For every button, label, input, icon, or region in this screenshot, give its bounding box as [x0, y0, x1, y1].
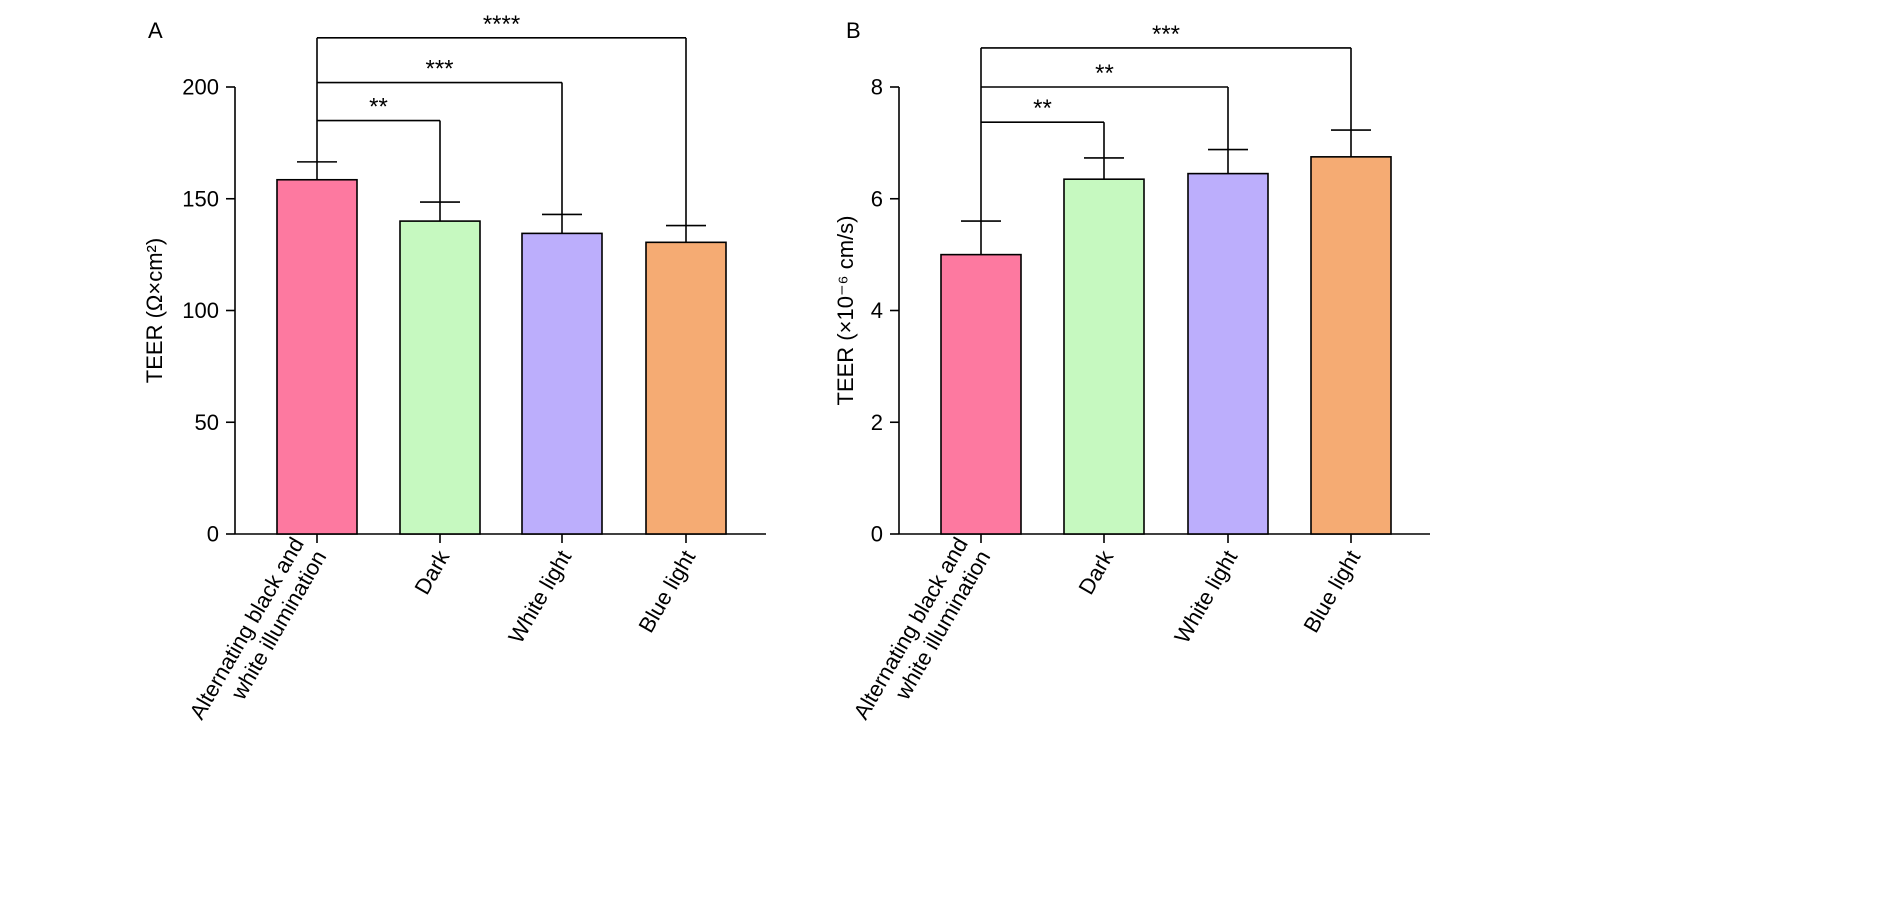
- x-category-label-line: Blue light: [633, 546, 700, 637]
- x-category-label: Alternating black andwhite illumination: [184, 533, 331, 736]
- x-category-label: White light: [503, 546, 576, 647]
- y-tick-label: 4: [871, 298, 883, 323]
- y-tick-label: 200: [182, 75, 219, 100]
- y-tick-label: 2: [871, 410, 883, 435]
- x-category-label: Blue light: [633, 546, 700, 637]
- panel-label: B: [846, 18, 861, 43]
- bar-1: [940, 253, 1022, 535]
- y-tick-label: 0: [207, 522, 219, 547]
- significance-label: ****: [483, 11, 520, 38]
- y-tick-label: 150: [182, 186, 219, 211]
- bar-3: [1187, 172, 1269, 535]
- significance-label: **: [1095, 60, 1114, 87]
- bar-3: [521, 232, 603, 535]
- y-tick-label: 0: [871, 522, 883, 547]
- y-axis-label: TEER (×10⁻⁶ cm/s): [833, 216, 858, 406]
- significance-label: **: [1033, 95, 1052, 122]
- x-category-label-line: Blue light: [1298, 546, 1365, 637]
- bar-4: [645, 241, 727, 535]
- panel-b: B 0 2 4 6 8 TEER (×10⁻⁶ cm/s) Alternating black…: [833, 18, 1430, 736]
- panel-label: A: [148, 18, 163, 43]
- y-tick-label: 50: [195, 410, 219, 435]
- x-category-label: White light: [1169, 546, 1242, 647]
- significance-label: **: [369, 94, 388, 121]
- x-category-label-line: White light: [1169, 546, 1242, 647]
- x-category-label-line: Dark: [409, 545, 454, 599]
- x-category-label: Dark: [409, 545, 454, 599]
- x-category-label-line: White light: [503, 546, 576, 647]
- y-tick-label: 8: [871, 75, 883, 100]
- panel-a: A 0 50 100 150 200 TEER (Ω×cm²) Alternating bla…: [142, 11, 766, 736]
- x-category-label: Dark: [1073, 545, 1118, 599]
- significance-label: ***: [1152, 21, 1180, 48]
- bar-1: [276, 178, 358, 535]
- y-tick-label: 6: [871, 186, 883, 211]
- bar-4: [1310, 156, 1392, 535]
- bar-2: [1063, 178, 1145, 535]
- x-category-label: Alternating black andwhite illumination: [848, 533, 995, 736]
- y-axis-label: TEER (Ω×cm²): [142, 238, 167, 383]
- significance-label: ***: [425, 56, 453, 83]
- y-tick-label: 100: [182, 298, 219, 323]
- x-category-label-line: Dark: [1073, 545, 1118, 599]
- x-category-label: Blue light: [1298, 546, 1365, 637]
- bar-2: [399, 220, 481, 535]
